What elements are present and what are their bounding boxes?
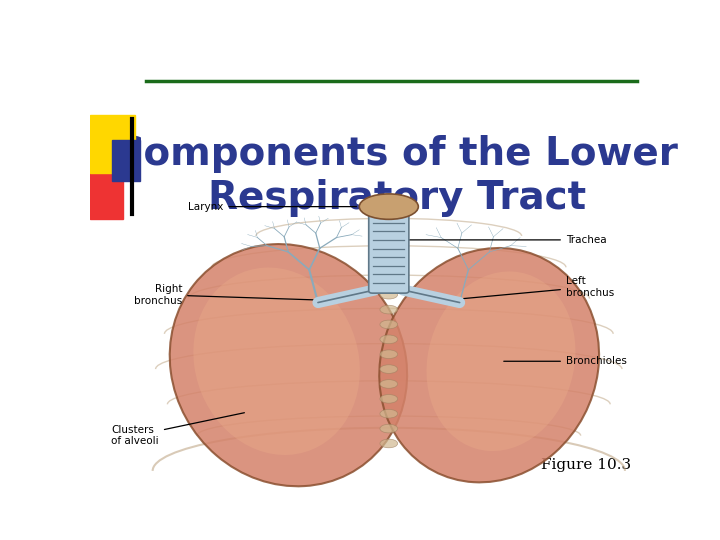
Text: Left
bronchus: Left bronchus bbox=[445, 276, 614, 300]
Ellipse shape bbox=[380, 335, 397, 343]
Ellipse shape bbox=[380, 350, 397, 359]
Ellipse shape bbox=[359, 194, 418, 219]
Ellipse shape bbox=[380, 409, 397, 418]
Ellipse shape bbox=[380, 305, 397, 314]
Ellipse shape bbox=[380, 439, 397, 448]
Ellipse shape bbox=[170, 244, 407, 487]
Ellipse shape bbox=[194, 267, 360, 455]
Bar bbox=[90, 114, 135, 173]
Bar bbox=[112, 140, 140, 181]
Text: Clusters
of alveoli: Clusters of alveoli bbox=[112, 413, 244, 447]
Ellipse shape bbox=[379, 248, 599, 482]
Ellipse shape bbox=[380, 320, 397, 329]
Text: Larynx: Larynx bbox=[188, 201, 356, 212]
Ellipse shape bbox=[380, 395, 397, 403]
Text: Trachea: Trachea bbox=[408, 235, 606, 245]
Ellipse shape bbox=[426, 272, 575, 451]
Text: Right
bronchus: Right bronchus bbox=[134, 284, 333, 306]
Ellipse shape bbox=[380, 291, 397, 299]
Text: Bronchioles: Bronchioles bbox=[504, 356, 627, 366]
Text: Components of the Lower
Respiratory Tract: Components of the Lower Respiratory Trac… bbox=[115, 136, 678, 218]
Text: Figure 10.3: Figure 10.3 bbox=[541, 458, 631, 472]
FancyBboxPatch shape bbox=[369, 210, 409, 293]
Bar bbox=[90, 168, 124, 219]
Ellipse shape bbox=[380, 380, 397, 388]
Ellipse shape bbox=[380, 424, 397, 433]
Ellipse shape bbox=[380, 365, 397, 373]
